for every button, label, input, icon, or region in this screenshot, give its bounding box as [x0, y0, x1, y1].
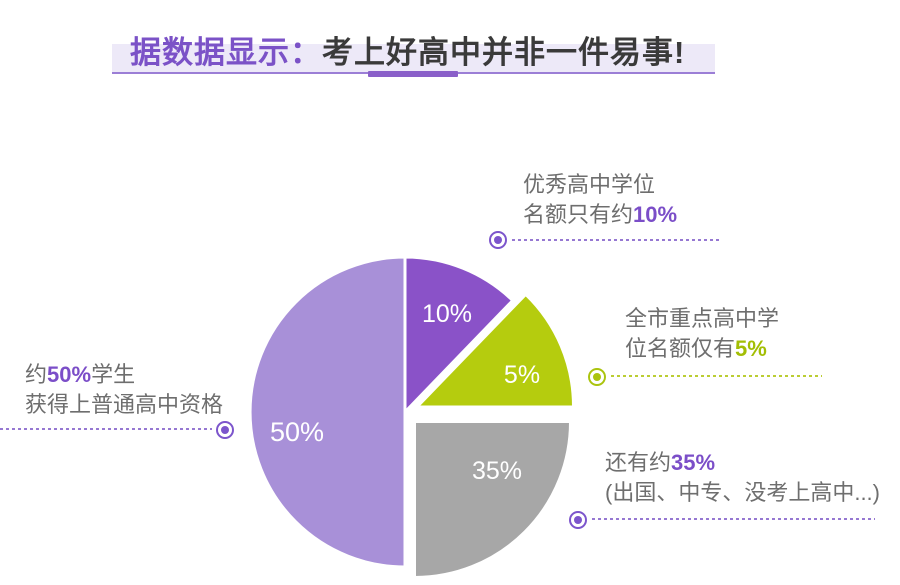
callout-bottom-right-line2: (出国、中专、没考上高中...)	[605, 480, 880, 505]
callout-right-line2: 位名额仅有5%	[625, 336, 767, 361]
page-title: 据数据显示：考上好高中并非一件易事!	[130, 27, 685, 72]
title-accent-bar	[368, 71, 458, 77]
pie-slice-5	[417, 294, 574, 408]
callout-right-line1: 全市重点高中学	[625, 306, 780, 331]
callout-top-right-leader-line	[512, 239, 722, 241]
pie-slice-35	[414, 421, 571, 578]
callout-bottom-right-value: 35%	[671, 450, 716, 475]
callout-right-marker-icon	[588, 368, 606, 386]
callout-top-right-line1: 优秀高中学位	[523, 172, 656, 197]
pie-slice-50	[248, 255, 407, 569]
title-main-text: 考上好高中并非一件易事!	[322, 35, 686, 70]
callout-right-leader-line	[611, 375, 822, 377]
pie-label-5: 5%	[504, 361, 540, 389]
callout-bottom-right: 还有约35% (出国、中专、没考上高中...)	[605, 448, 880, 508]
pie-label-50: 50%	[270, 417, 324, 447]
callout-left-line2: 获得上普通高中资格	[25, 392, 224, 417]
callout-top-right-value: 10%	[633, 202, 678, 227]
pie-label-10: 10%	[422, 300, 472, 328]
callout-bottom-right-line1: 还有约35%	[605, 450, 716, 475]
callout-top-right-marker-icon	[489, 231, 507, 249]
callout-top-right-line2: 名额只有约10%	[523, 202, 678, 227]
callout-left-value: 50%	[47, 362, 92, 387]
callout-left-leader-line	[0, 428, 212, 430]
title-highlight: 据数据显示：	[130, 35, 322, 70]
callout-left-line1: 约50%学生	[25, 362, 136, 387]
callout-bottom-right-leader-line	[592, 518, 875, 520]
pie-label-35: 35%	[472, 457, 522, 485]
callout-bottom-right-marker-icon	[569, 511, 587, 529]
callout-left: 约50%学生 获得上普通高中资格	[25, 360, 223, 420]
callout-right-value: 5%	[735, 336, 767, 361]
pie-slice-10	[403, 255, 515, 414]
callout-top-right: 优秀高中学位 名额只有约10%	[523, 170, 677, 230]
callout-right: 全市重点高中学 位名额仅有5%	[625, 304, 779, 364]
callout-left-marker-icon	[216, 421, 234, 439]
